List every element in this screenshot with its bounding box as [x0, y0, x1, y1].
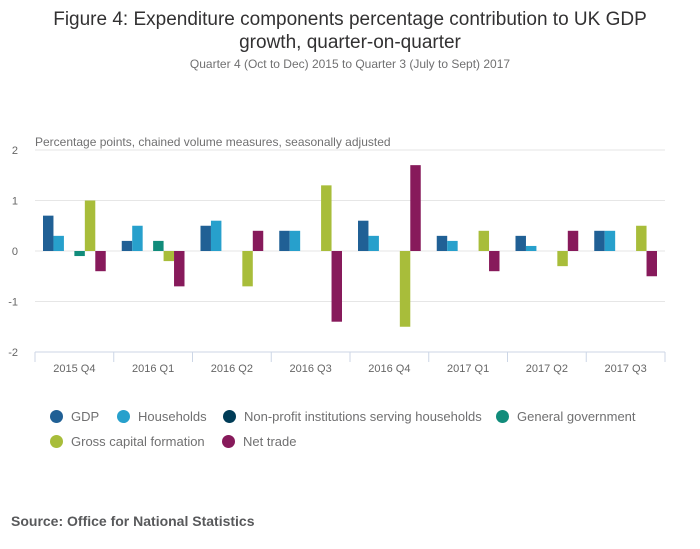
bar-gdp: [279, 230, 290, 251]
bar-gdp: [594, 230, 605, 251]
x-tick-label: 2016 Q3: [290, 363, 332, 375]
bar-gross-capital-formation: [84, 200, 96, 251]
x-axis: 2015 Q4 2016 Q1 2016 Q2 2016 Q3 2016 Q4 2017 …: [34, 351, 666, 375]
bar-net-trade: [331, 251, 342, 322]
bar-group: [358, 165, 421, 327]
bar-group: [43, 200, 106, 272]
bar-net-trade: [646, 251, 657, 277]
x-tick-label: 2016 Q4: [368, 363, 410, 375]
legend-label: Gross capital formation: [71, 434, 205, 449]
chart-title: Figure 4: Expenditure components percent…: [0, 8, 700, 54]
bar-households: [132, 225, 143, 251]
legend-label: Non-profit institutions serving househol…: [244, 409, 482, 424]
bar-general-government: [74, 251, 85, 257]
bar-gdp: [200, 225, 211, 251]
bar-households: [525, 245, 537, 251]
bar-group: [436, 230, 500, 272]
legend-marker-icon: [50, 435, 63, 448]
x-tick-label: 2016 Q2: [211, 363, 253, 375]
legend-label: General government: [517, 409, 636, 424]
bar-net-trade: [252, 230, 264, 251]
bar-net-trade: [410, 165, 421, 251]
bar-gross-capital-formation: [399, 251, 411, 327]
y-tick-label: -1: [8, 297, 18, 309]
y-tick-label: 2: [12, 145, 18, 157]
y-axis: 2 1 0 -1 -2: [8, 145, 18, 359]
y-axis-label: Percentage points, chained volume measur…: [35, 135, 391, 149]
bar-households: [447, 240, 458, 251]
legend-label: Households: [138, 409, 207, 424]
legend-marker-icon: [117, 410, 130, 423]
legend-item[interactable]: Households: [117, 409, 207, 424]
bar-gross-capital-formation: [636, 225, 647, 251]
y-tick-label: 1: [12, 196, 18, 208]
bar-households: [53, 235, 64, 251]
bar-households: [289, 230, 301, 251]
bar-chart: Percentage points, chained volume measur…: [8, 135, 666, 375]
bar-group: [594, 225, 657, 277]
legend-marker-icon: [223, 410, 236, 423]
x-tick-label: 2017 Q1: [447, 363, 489, 375]
y-tick-label: 0: [12, 246, 18, 258]
bar-gdp: [436, 235, 448, 251]
bars: [43, 165, 657, 327]
bar-gross-capital-formation: [557, 251, 568, 267]
bar-group: [200, 220, 264, 287]
legend-item[interactable]: Net trade: [222, 434, 296, 449]
bar-net-trade: [567, 230, 579, 251]
bar-gross-capital-formation: [321, 185, 332, 251]
source-note: Source: Office for National Statistics: [11, 513, 255, 529]
bar-households: [604, 230, 616, 251]
bar-gross-capital-formation: [163, 251, 175, 262]
x-tick-label: 2017 Q3: [605, 363, 647, 375]
x-tick-label: 2017 Q2: [526, 363, 568, 375]
gridlines: [35, 149, 665, 302]
bar-gdp: [358, 220, 369, 251]
legend-item[interactable]: Gross capital formation: [50, 434, 205, 449]
bar-households: [368, 235, 379, 251]
bar-gdp: [43, 215, 54, 251]
bar-net-trade: [95, 251, 106, 272]
bar-general-government: [153, 240, 164, 251]
bar-gross-capital-formation: [242, 251, 253, 287]
bar-gdp: [515, 235, 526, 251]
legend-marker-icon: [222, 435, 235, 448]
chart-title-line-1: Figure 4: Expenditure components percent…: [53, 9, 647, 30]
chart-subtitle: Quarter 4 (Oct to Dec) 2015 to Quarter 3…: [189, 57, 511, 71]
x-tick-label: 2015 Q4: [53, 363, 95, 375]
legend-item[interactable]: Non-profit institutions serving househol…: [223, 409, 482, 424]
y-tick-label: -2: [8, 347, 18, 359]
bar-gdp: [121, 240, 133, 251]
bar-net-trade: [489, 251, 500, 272]
x-tick-label: 2016 Q1: [132, 363, 174, 375]
legend-marker-icon: [50, 410, 63, 423]
bar-net-trade: [174, 251, 185, 287]
chart-title-line-2: growth, quarter-on-quarter: [239, 32, 461, 53]
legend-item[interactable]: General government: [496, 409, 636, 424]
bar-gross-capital-formation: [478, 230, 490, 251]
legend-label: Net trade: [243, 434, 297, 449]
bar-group: [279, 185, 342, 322]
bar-households: [210, 220, 222, 251]
bar-group: [515, 230, 579, 267]
legend-label: GDP: [71, 409, 100, 424]
legend-marker-icon: [496, 410, 509, 423]
legend-item[interactable]: GDP: [50, 409, 99, 424]
bar-group: [121, 225, 185, 287]
